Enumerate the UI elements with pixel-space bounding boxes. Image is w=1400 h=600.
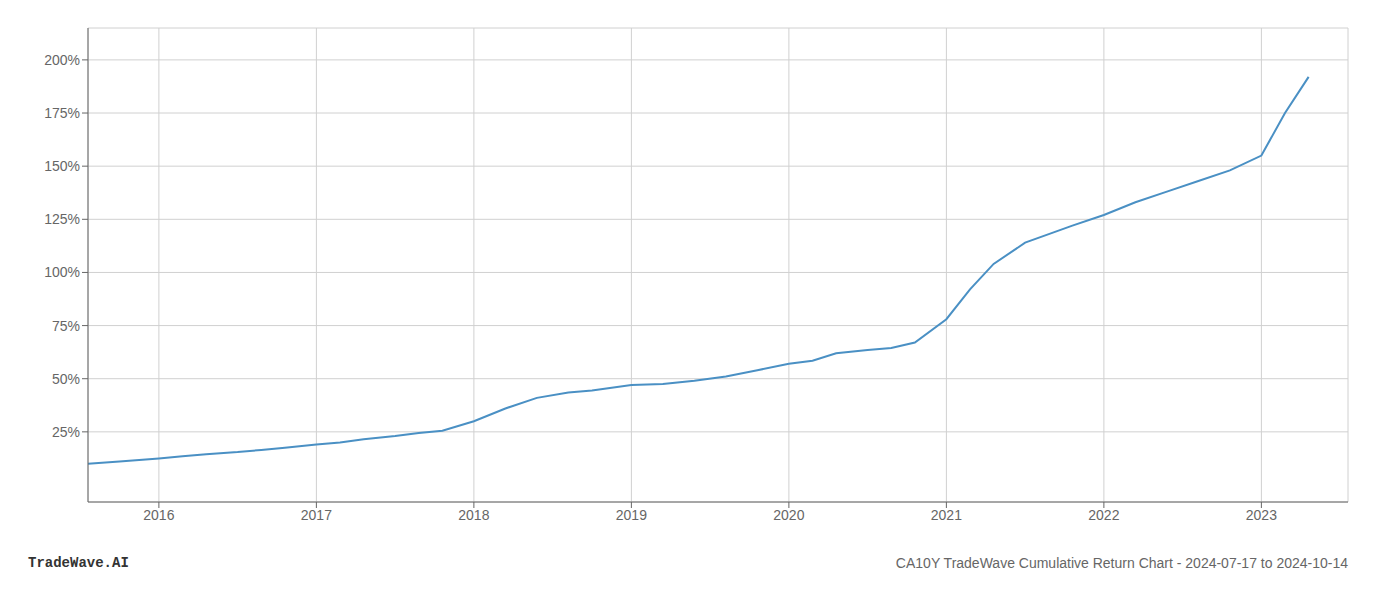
svg-text:2022: 2022 [1088, 507, 1119, 523]
svg-text:100%: 100% [44, 264, 80, 280]
svg-text:2021: 2021 [931, 507, 962, 523]
svg-text:175%: 175% [44, 105, 80, 121]
svg-text:125%: 125% [44, 211, 80, 227]
svg-text:25%: 25% [52, 424, 80, 440]
svg-text:2020: 2020 [773, 507, 804, 523]
svg-text:2018: 2018 [458, 507, 489, 523]
svg-text:50%: 50% [52, 371, 80, 387]
html-text:CA10Y TradeWave Cumulative Ret: CA10Y TradeWave Cumulative Return Chart … [895, 555, 1348, 571]
svg-text:2019: 2019 [616, 507, 647, 523]
svg-text:2023: 2023 [1246, 507, 1277, 523]
svg-text:200%: 200% [44, 52, 80, 68]
svg-text:2016: 2016 [143, 507, 174, 523]
svg-text:150%: 150% [44, 158, 80, 174]
html-text:TradeWave.AI: TradeWave.AI [28, 555, 129, 571]
svg-text:75%: 75% [52, 318, 80, 334]
svg-text:2017: 2017 [301, 507, 332, 523]
